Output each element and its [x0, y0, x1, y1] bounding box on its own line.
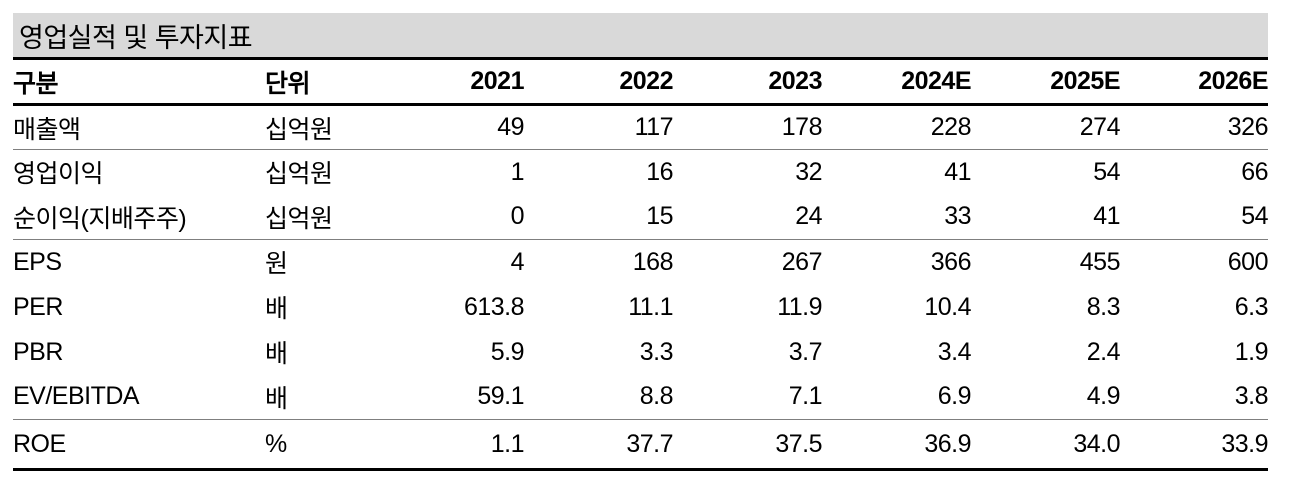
row-label: 매출액 [13, 115, 81, 144]
row-value: 33 [944, 202, 971, 231]
row-value: 326 [1227, 113, 1268, 141]
row-value: 117 [634, 113, 673, 141]
table-row: EPS 원 4 168 267 366 455 600 [13, 240, 1268, 285]
row-value: 6.3 [1234, 292, 1268, 321]
row-value: 613.8 [463, 292, 524, 321]
row-value: 4 [510, 247, 524, 276]
row-value: 2.4 [1086, 337, 1120, 366]
row-value: 8.8 [639, 382, 673, 411]
header-year-2023: 2023 [768, 67, 822, 95]
row-unit: % [265, 429, 287, 458]
header-year-2022: 2022 [619, 67, 673, 95]
table-row: 영업이익 십억원 1 16 32 41 54 66 [13, 150, 1268, 195]
row-value: 36.9 [924, 429, 971, 458]
row-value: 366 [930, 247, 971, 276]
row-value: 8.3 [1086, 292, 1120, 321]
row-label: ROE [13, 429, 66, 458]
row-unit: 배 [265, 340, 288, 368]
table-row: PER 배 613.8 11.1 11.9 10.4 8.3 6.3 [13, 285, 1268, 330]
row-value: 66 [1241, 157, 1268, 186]
header-year-2025e: 2025E [1050, 67, 1120, 95]
table-title-bar: 영업실적 및 투자지표 [13, 13, 1268, 57]
row-value: 37.5 [775, 429, 822, 458]
row-value: 10.4 [924, 292, 971, 321]
row-value: 267 [781, 247, 822, 276]
row-value: 15 [646, 202, 673, 231]
table-header: 구분 단위 2021 2022 2023 2024E 2025E 2026E [13, 58, 1268, 105]
row-value: 7.1 [788, 382, 822, 411]
row-label: 순이익(지배주주) [13, 204, 187, 233]
table-row: EV/EBITDA 배 59.1 8.8 7.1 6.9 4.9 3.8 [13, 375, 1268, 420]
row-unit: 배 [265, 295, 288, 323]
row-value: 59.1 [477, 382, 524, 411]
row-value: 6.9 [937, 382, 971, 411]
row-value: 600 [1227, 247, 1268, 276]
header-unit: 단위 [265, 69, 311, 98]
table-row: 매출액 십억원 49 117 178 228 274 326 [13, 105, 1268, 150]
row-value: 37.7 [626, 429, 673, 458]
row-unit: 십억원 [265, 204, 333, 233]
table-row: ROE% 1.1 37.7 37.5 36.9 34.0 33.9 [13, 420, 1268, 470]
row-value: 0 [510, 202, 524, 231]
row-value: 16 [646, 157, 673, 186]
row-value: 11.9 [777, 292, 822, 321]
header-year-2021: 2021 [470, 67, 524, 95]
header-row: 구분 단위 2021 2022 2023 2024E 2025E 2026E [13, 58, 1268, 105]
row-value: 1 [510, 157, 524, 186]
row-value: 32 [795, 157, 822, 186]
row-label: EV/EBITDA [13, 382, 140, 411]
row-value: 4.9 [1086, 382, 1120, 411]
header-category: 구분 [13, 69, 59, 98]
table-title: 영업실적 및 투자지표 [19, 22, 253, 53]
row-unit: 배 [265, 384, 288, 413]
row-value: 3.8 [1234, 382, 1268, 411]
row-value: 5.9 [490, 337, 524, 366]
row-unit: 십억원 [265, 115, 333, 144]
row-value: 41 [944, 157, 971, 186]
row-value: 228 [930, 113, 971, 141]
table-row: 순이익(지배주주) 십억원 0 15 24 33 41 54 [13, 195, 1268, 240]
row-label: 영업이익 [13, 160, 104, 189]
row-value: 54 [1093, 157, 1120, 186]
row-label: PER [13, 292, 63, 321]
row-value: 1.1 [490, 429, 524, 458]
row-value: 33.9 [1221, 429, 1268, 458]
row-value: 168 [632, 247, 673, 276]
row-label: EPS [13, 247, 62, 276]
row-value: 3.3 [639, 337, 673, 366]
header-year-2024e: 2024E [901, 67, 971, 95]
row-value: 24 [795, 202, 822, 231]
row-value: 3.7 [788, 337, 822, 366]
row-value: 3.4 [937, 337, 971, 366]
row-value: 1.9 [1234, 337, 1268, 366]
row-value: 34.0 [1073, 429, 1120, 458]
table-body: 매출액 십억원 49 117 178 228 274 326 영업이익 십억원 1 16 32 41 54 6… [13, 105, 1268, 470]
row-value: 178 [781, 113, 822, 141]
header-year-2026e: 2026E [1198, 67, 1268, 95]
row-label: PBR [13, 337, 63, 366]
table-row: PBR 배 5.9 3.3 3.7 3.4 2.4 1.9 [13, 330, 1268, 375]
row-value: 41 [1093, 202, 1120, 231]
row-value: 54 [1241, 202, 1268, 231]
row-value: 455 [1079, 247, 1120, 276]
financials-table: 구분 단위 2021 2022 2023 2024E 2025E 2026E 매… [13, 57, 1268, 471]
row-value: 49 [497, 113, 524, 141]
row-value: 274 [1079, 113, 1120, 141]
row-value: 11.1 [628, 292, 673, 321]
row-unit: 십억원 [265, 160, 333, 189]
row-unit: 원 [265, 250, 288, 279]
